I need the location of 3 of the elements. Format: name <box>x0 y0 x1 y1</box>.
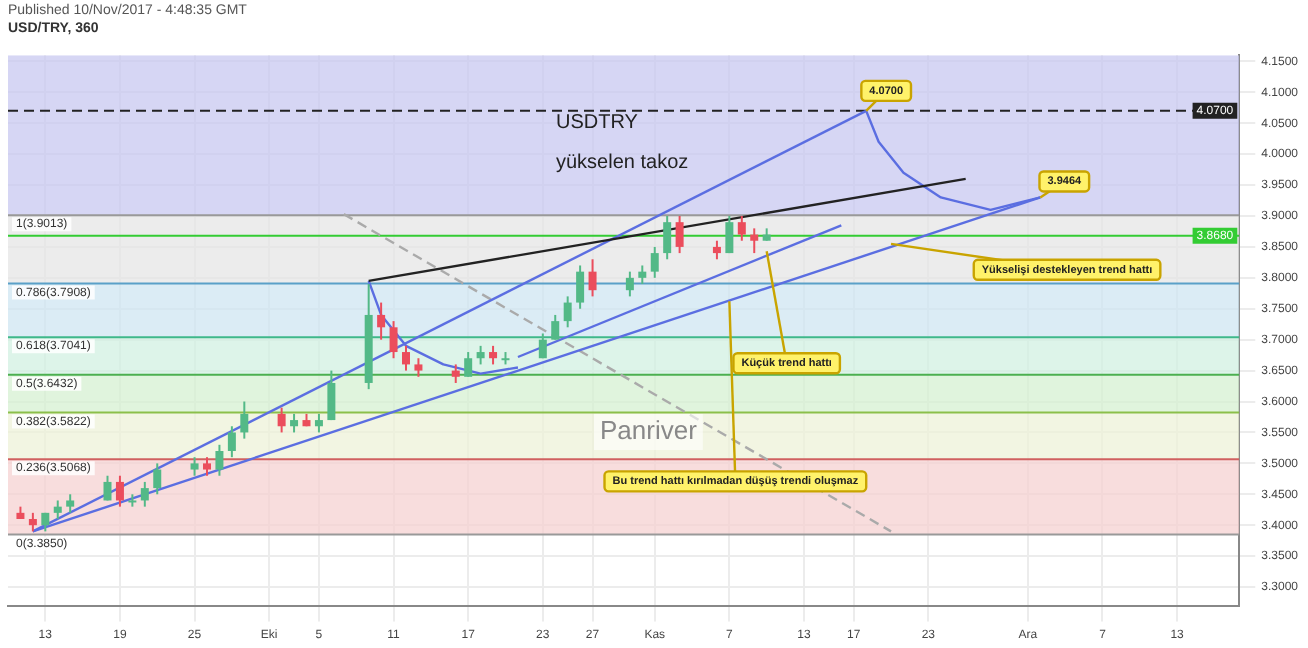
annotation: yükselen takoz <box>556 151 689 174</box>
annotation: USDTRY <box>556 111 639 134</box>
annotation: Panriver <box>600 415 699 446</box>
